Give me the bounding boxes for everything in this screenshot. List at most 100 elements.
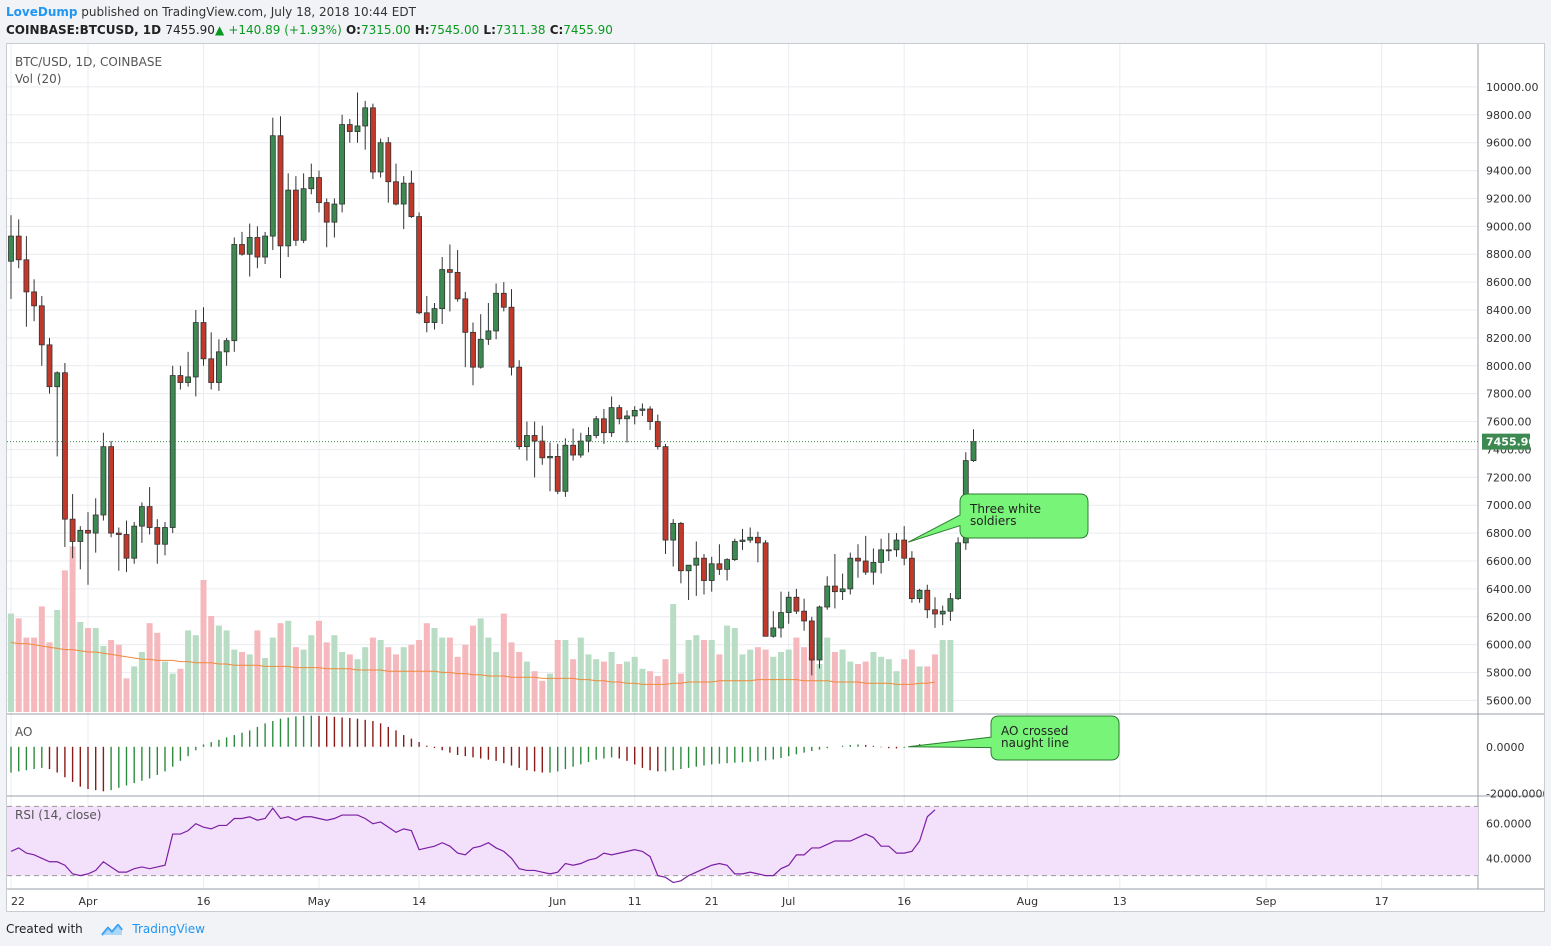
candle-body — [654, 421, 661, 448]
price-tick-label: 9400.00 — [1486, 165, 1532, 178]
candle — [693, 541, 700, 596]
ao-tick-label: 0.0000 — [1486, 741, 1525, 754]
candle-body — [131, 525, 138, 559]
candle-body — [762, 542, 769, 637]
author-link[interactable]: LoveDump — [6, 5, 78, 19]
chart-canvas[interactable]: 5600.00 5800.00 6000.00 6200.00 6400.00 6600.… — [7, 44, 1544, 911]
volume-bar — [331, 635, 338, 712]
candle — [770, 611, 777, 638]
candle-body — [793, 596, 800, 612]
candle-body — [92, 514, 99, 534]
candle — [500, 282, 507, 312]
candle-body — [500, 292, 507, 308]
candle-body — [423, 312, 430, 323]
volume-bar — [654, 676, 661, 712]
candle — [223, 337, 230, 366]
callout-text: AO crossed — [1001, 724, 1068, 738]
candle — [323, 198, 330, 248]
candle-body — [46, 344, 53, 388]
candle-body — [470, 331, 476, 368]
candle — [678, 521, 684, 584]
tradingview-link[interactable]: TradingView — [132, 922, 205, 936]
volume-bar — [500, 613, 507, 712]
price-tick-label: 5600.00 — [1486, 694, 1532, 707]
volume-bar — [908, 649, 915, 712]
ao-label: AO — [15, 725, 32, 739]
volume-bar — [423, 623, 430, 712]
candle — [108, 441, 114, 538]
time-tick-label: 21 — [705, 895, 719, 908]
volume-bar — [162, 661, 168, 712]
candle — [31, 279, 38, 322]
volume-bar — [15, 618, 22, 712]
volume-bar — [385, 647, 392, 712]
volume-bar — [547, 673, 553, 712]
price-axis: 5600.00 5800.00 6000.00 6200.00 6400.00 6600.… — [1482, 81, 1544, 865]
candle-body — [839, 588, 846, 593]
candle-body — [154, 527, 161, 545]
candle — [15, 219, 22, 269]
rsi-band — [7, 806, 1478, 876]
chart-container[interactable]: 5600.00 5800.00 6000.00 6200.00 6400.00 6600.… — [6, 43, 1545, 912]
volume-bar — [200, 580, 207, 712]
close-value: 7455.90 — [563, 23, 613, 37]
volume-bar — [785, 649, 792, 712]
candle-body — [539, 440, 546, 459]
candle — [393, 163, 399, 206]
volume-bar — [169, 673, 176, 712]
candle — [269, 117, 276, 251]
candle-body — [162, 527, 168, 545]
grid-lines — [7, 44, 1544, 890]
candle-body — [608, 407, 615, 434]
volume-bar — [208, 616, 215, 712]
candle-body — [639, 408, 646, 411]
volume-bar — [685, 640, 692, 712]
candle-body — [277, 135, 284, 247]
price-tick-label: 6600.00 — [1486, 555, 1532, 568]
volume-bar — [231, 649, 238, 712]
candle-body — [85, 529, 91, 534]
price-tick-label: 8000.00 — [1486, 360, 1532, 373]
candle-body — [239, 244, 245, 255]
candle — [154, 519, 161, 564]
candle — [131, 521, 138, 564]
candle — [462, 291, 469, 368]
candle-body — [138, 506, 145, 527]
candle-body — [778, 612, 784, 629]
candle — [885, 533, 892, 561]
candle — [801, 598, 807, 631]
candle-body — [577, 440, 584, 456]
candle-body — [354, 125, 361, 132]
price-tick-label: 6400.00 — [1486, 583, 1532, 596]
time-tick-label: 11 — [628, 895, 642, 908]
volume-bar — [731, 628, 738, 712]
candle — [878, 538, 884, 574]
up-arrow-icon: ▲ — [214, 23, 225, 37]
candle-body — [246, 237, 253, 255]
candle — [308, 163, 315, 195]
volume-bar — [446, 637, 453, 712]
candle-body — [108, 446, 114, 534]
price-tick-label: 9800.00 — [1486, 109, 1532, 122]
volume-bar — [862, 661, 869, 712]
volume-bar — [485, 637, 492, 712]
candle — [115, 527, 122, 571]
candle-body — [323, 202, 330, 223]
candle — [416, 212, 423, 315]
candle-body — [855, 557, 861, 562]
volume-bar — [816, 664, 823, 712]
time-tick-label: 22 — [11, 895, 25, 908]
candle-body — [8, 235, 14, 262]
volume-bar — [323, 642, 330, 712]
candle — [947, 593, 954, 621]
price-tick-label: 7800.00 — [1486, 388, 1532, 401]
candle — [400, 176, 407, 230]
volume-bar — [808, 656, 815, 712]
volume-bar — [670, 604, 677, 712]
candle — [778, 591, 784, 638]
candle — [531, 421, 538, 478]
candle-body — [531, 435, 538, 442]
candle-body — [462, 298, 469, 333]
candle — [685, 564, 692, 601]
